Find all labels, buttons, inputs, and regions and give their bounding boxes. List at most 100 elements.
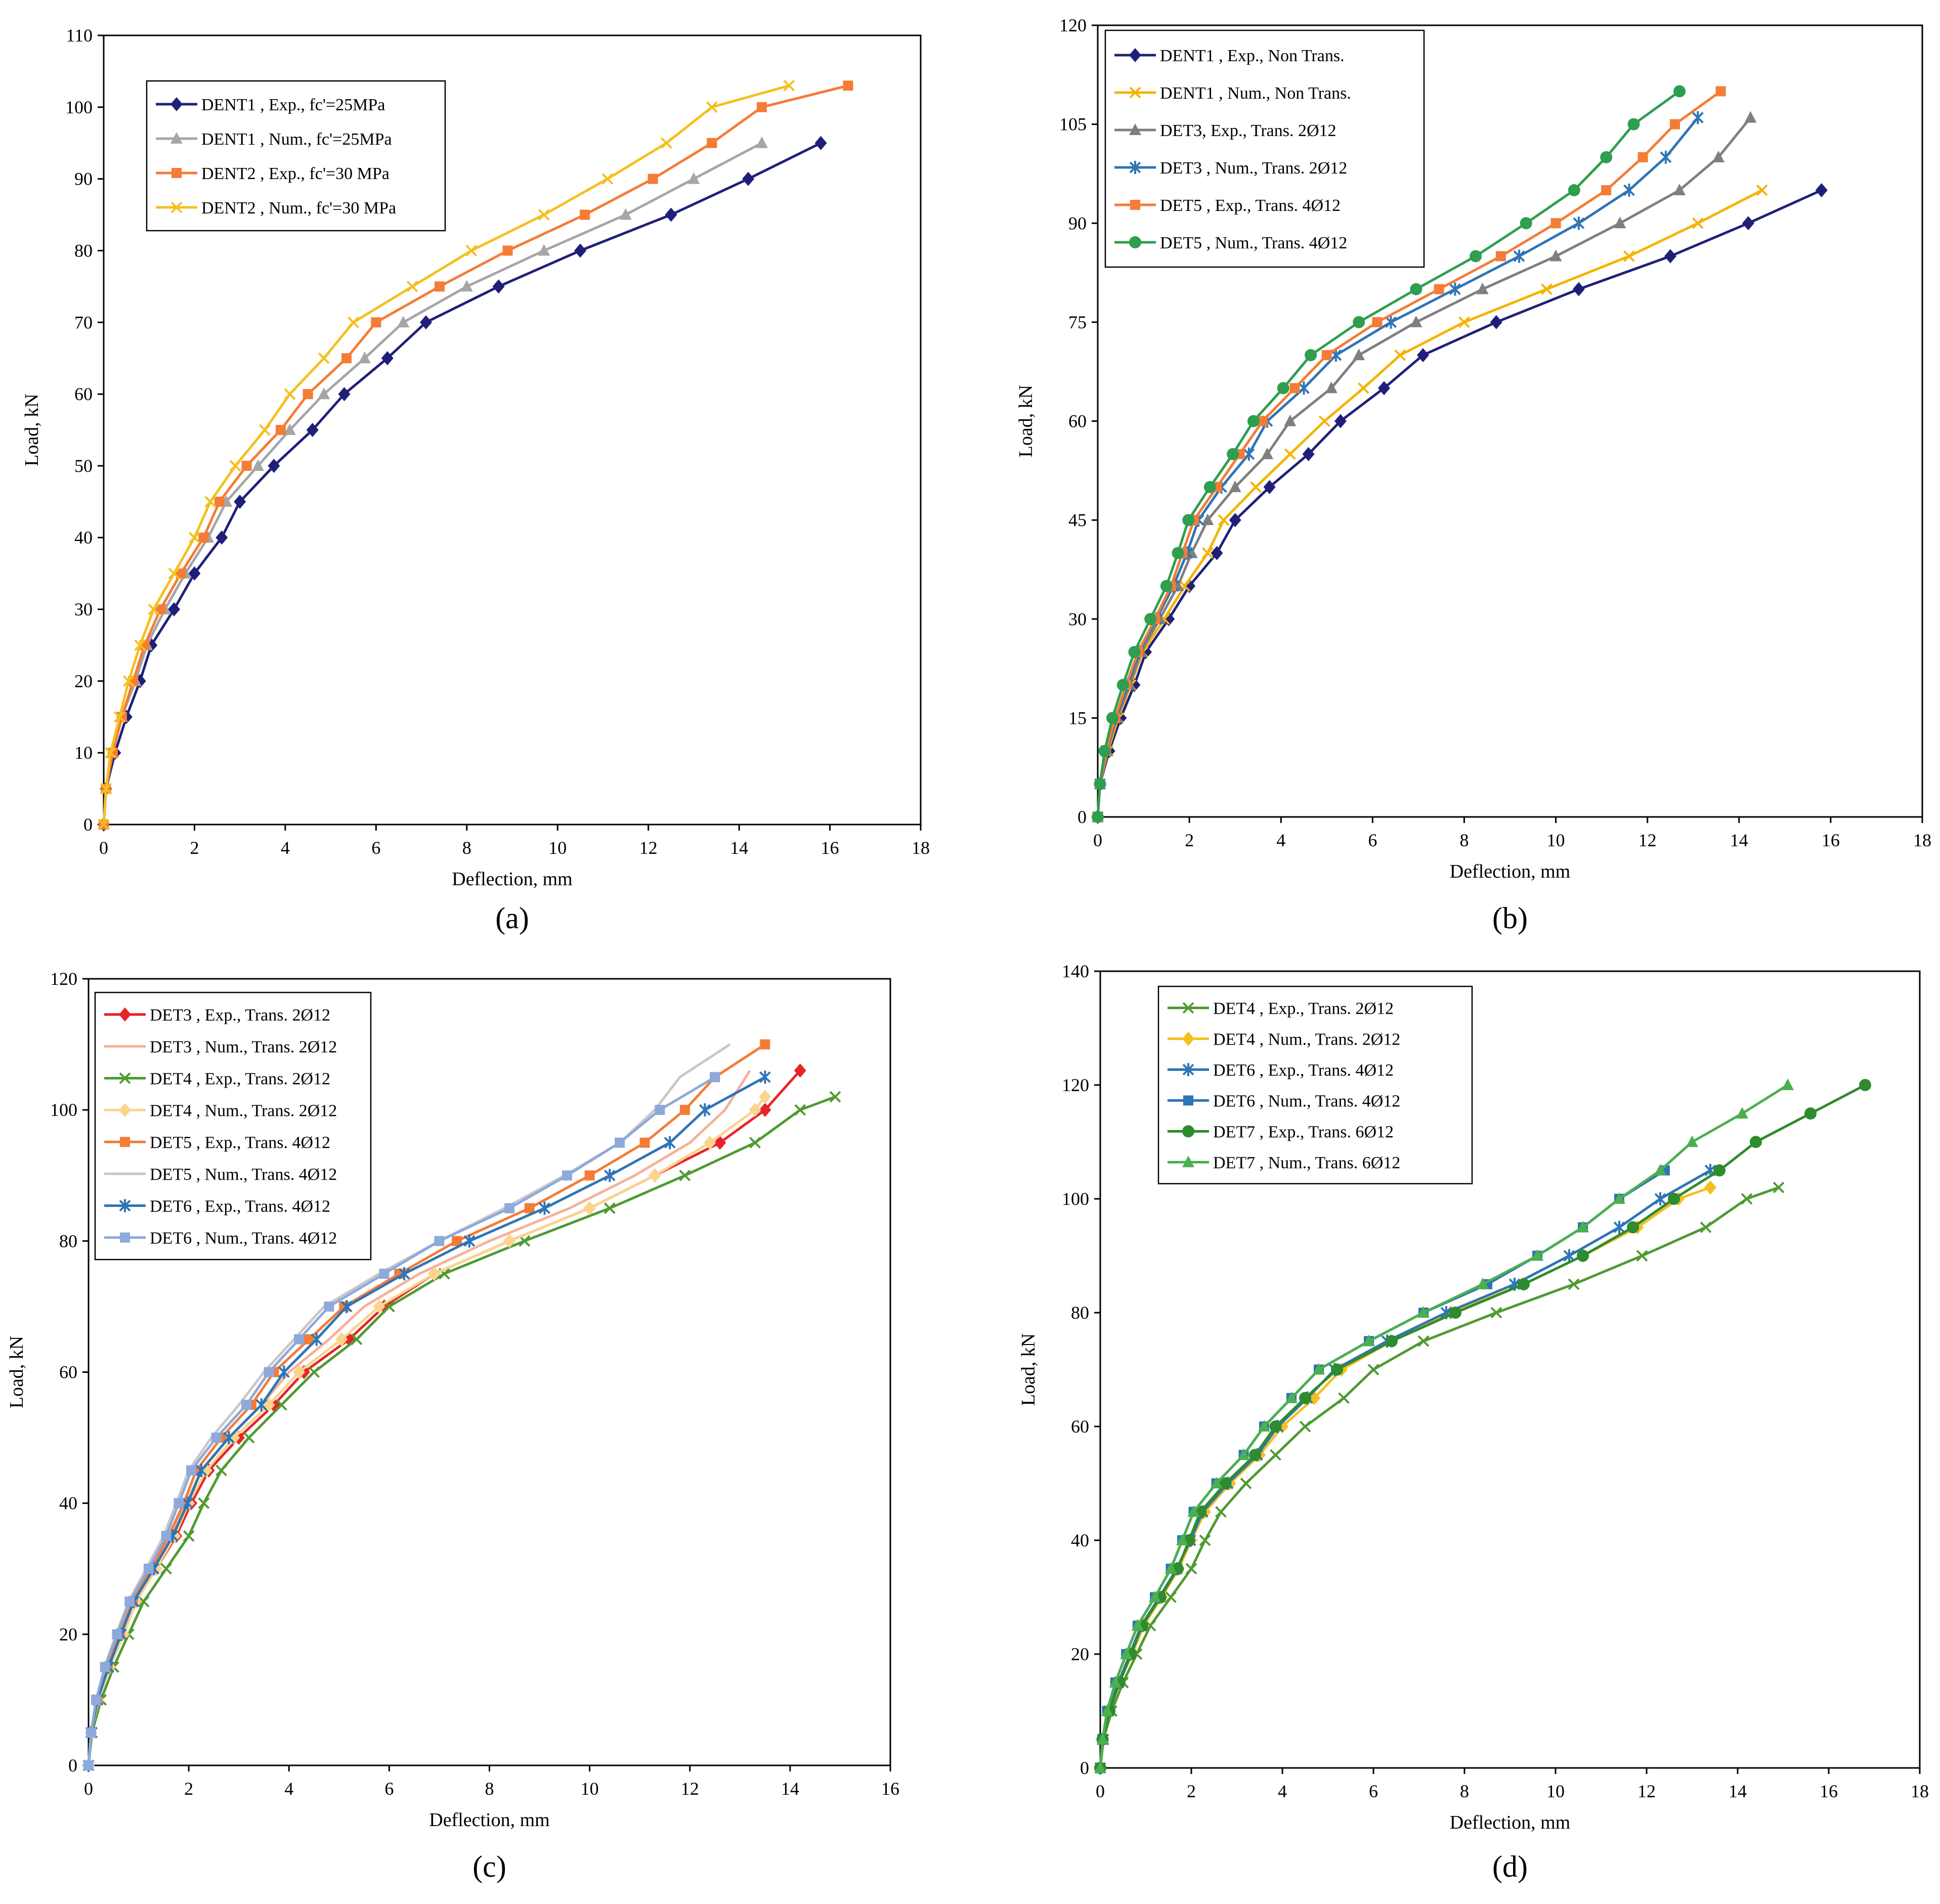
panel-c-series-7-point bbox=[759, 1070, 771, 1084]
panel-c-series-4-point bbox=[759, 1090, 771, 1104]
panel-d-series-2-point bbox=[1704, 1180, 1716, 1195]
panel-d-y-tick-label: 20 bbox=[1071, 1644, 1089, 1664]
panel-a-series-2-point bbox=[755, 136, 768, 148]
panel-b-x-tick-label: 2 bbox=[1185, 830, 1194, 850]
panel-c-y-tick-label: 100 bbox=[50, 1100, 77, 1120]
panel-b-series-6-point bbox=[1470, 250, 1482, 263]
panel-a-series-4-point bbox=[134, 639, 146, 651]
panel-d-series-1-point bbox=[1636, 1250, 1648, 1262]
panel-d-series-6-point bbox=[1285, 1391, 1298, 1403]
panel-b-legend-label: DET5 , Num., Trans. 4Ø12 bbox=[1160, 234, 1347, 252]
panel-a-series-2-point bbox=[397, 316, 410, 328]
panel-d-series-6-point bbox=[1165, 1562, 1177, 1574]
panel-b-series-4-point bbox=[1573, 217, 1585, 230]
panel-d-x-tick-label: 0 bbox=[1096, 1781, 1105, 1801]
panel-a-series-2-line bbox=[102, 142, 763, 825]
panel-c-y-axis-label: Load, kN bbox=[6, 1336, 27, 1409]
panel-a-series-4-point bbox=[348, 316, 359, 328]
panel-b-series-3-point bbox=[1673, 184, 1686, 196]
panel-a-series-group bbox=[98, 79, 853, 832]
panel-a-y-tick-label: 100 bbox=[65, 97, 93, 117]
panel-b-series-1-point bbox=[1377, 381, 1390, 396]
panel-b-series-5-point bbox=[1434, 284, 1444, 294]
panel-a-series-4 bbox=[98, 79, 795, 831]
panel-a-series-1-point bbox=[168, 602, 181, 617]
panel-d-series-group bbox=[1094, 1078, 1871, 1775]
panel-a-series-2-point bbox=[318, 387, 330, 400]
panel-b-y-tick-label: 60 bbox=[1068, 411, 1087, 431]
panel-c-series-7-point bbox=[223, 1431, 235, 1445]
panel-b-series-3-point bbox=[1284, 414, 1297, 426]
panel-c-series-8-point bbox=[91, 1695, 101, 1705]
panel-d-series-6-point bbox=[1237, 1448, 1250, 1460]
panel-c-y-tick-label: 120 bbox=[50, 969, 77, 989]
panel-b-x-tick-label: 6 bbox=[1368, 830, 1377, 850]
panel-d-series-1-point bbox=[1700, 1221, 1712, 1233]
panel-d-series-6-point bbox=[1094, 1761, 1106, 1773]
panel-b-series-2-point bbox=[1458, 316, 1470, 328]
panel-a-series-2 bbox=[98, 136, 768, 830]
panel-a-series-4-point bbox=[661, 137, 672, 149]
panel-d-series-6-point bbox=[1654, 1163, 1666, 1176]
panel-b-series-1-point bbox=[1742, 216, 1754, 231]
panel-a-series-3-point bbox=[241, 460, 252, 471]
panel-b-y-tick-label: 120 bbox=[1059, 15, 1087, 35]
panel-b-series-4-point bbox=[1385, 315, 1397, 329]
panel-b-series-6-point bbox=[1568, 184, 1580, 197]
panel-d-series-6-point bbox=[1782, 1078, 1794, 1090]
panel-b-series-4-point bbox=[1449, 282, 1461, 296]
panel-b-y-tick-label: 0 bbox=[1077, 807, 1087, 827]
panel-d-series-3-point bbox=[1613, 1221, 1625, 1234]
panel-d-x-tick-label: 16 bbox=[1820, 1781, 1838, 1801]
panel-b-y-tick-label: 15 bbox=[1068, 708, 1087, 728]
panel-b-series-1-point bbox=[1263, 480, 1276, 494]
panel-d-series-5-point bbox=[1269, 1420, 1282, 1433]
panel-d-series-1-point bbox=[1338, 1392, 1350, 1404]
panel-a-series-1-point bbox=[338, 387, 351, 402]
panel-a-series-1-point bbox=[814, 136, 827, 150]
panel-b-series-6-point bbox=[1092, 811, 1104, 823]
panel-a-series-4-point bbox=[98, 818, 110, 831]
panel-b-series-6-point bbox=[1128, 645, 1141, 658]
panel-a-series-4-point bbox=[259, 424, 271, 436]
panel-b-series-6-point bbox=[1203, 481, 1216, 493]
panel-c-legend-swatch-marker bbox=[119, 1103, 131, 1117]
panel-d-series-1-point bbox=[1199, 1534, 1211, 1546]
panel-d-series-6-point bbox=[1686, 1135, 1698, 1147]
panel-d-series-6-point bbox=[1131, 1619, 1144, 1631]
panel-b-series-6-point bbox=[1247, 415, 1260, 427]
panel-d-series-3 bbox=[1094, 1163, 1716, 1775]
panel-c-legend-box bbox=[94, 991, 372, 1261]
panel-b-series-4-point bbox=[1623, 184, 1635, 197]
panel-d-series-1-point bbox=[1165, 1591, 1177, 1603]
panel-b-series-6-point bbox=[1094, 777, 1106, 790]
panel-d-series-6-point bbox=[1363, 1334, 1375, 1347]
panel-c-series-5-point bbox=[679, 1105, 690, 1115]
panel-c-x-tick-label: 12 bbox=[681, 1779, 699, 1799]
panel-c-series-8-point bbox=[710, 1072, 720, 1083]
panel-c: 0 20 40 60 80 100 120 0 2 4 6 8 10 12 14 16 Deflection, … bbox=[6, 969, 899, 1883]
panel-c-series-3-point bbox=[749, 1137, 761, 1149]
panel-b-series-6-point bbox=[1600, 151, 1613, 163]
panel-c-series-3-point bbox=[275, 1399, 287, 1411]
panel-a-x-tick-label: 16 bbox=[821, 838, 839, 858]
panel-c-y-tick-label: 40 bbox=[59, 1493, 77, 1513]
panel-b-legend-label: DENT1 , Num., Non Trans. bbox=[1160, 84, 1351, 103]
panel-c-series-4-point bbox=[704, 1135, 716, 1150]
panel-c-legend-label: DET5 , Num., Trans. 4Ø12 bbox=[150, 1165, 337, 1184]
panel-c-x-tick-label: 10 bbox=[581, 1779, 599, 1799]
panel-d-series-6-point bbox=[1417, 1306, 1430, 1318]
panel-c-series-7-point bbox=[398, 1267, 410, 1281]
panel-d-series-6-point bbox=[1577, 1221, 1589, 1233]
panel-b-series-2-point bbox=[1692, 217, 1704, 229]
panel-b-series-6-point bbox=[1106, 712, 1118, 724]
panel-b-series-6-point bbox=[1410, 283, 1422, 295]
panel-d-series-5-point bbox=[1713, 1164, 1726, 1177]
panel-b-legend-label: DET3, Exp., Trans. 2Ø12 bbox=[1160, 121, 1337, 140]
panel-a-series-1-line bbox=[102, 142, 822, 825]
panel-c-series-3-line bbox=[87, 1095, 836, 1766]
panel-a-series-3-point bbox=[707, 138, 717, 148]
panel-b-legend-swatch-marker bbox=[1129, 236, 1141, 248]
panel-a: 0 10 20 30 40 50 60 70 80 90 100 110 0 2 4 6 8 10 12 14 16 18… bbox=[21, 25, 930, 935]
panel-b-series-3-point bbox=[1353, 349, 1365, 361]
